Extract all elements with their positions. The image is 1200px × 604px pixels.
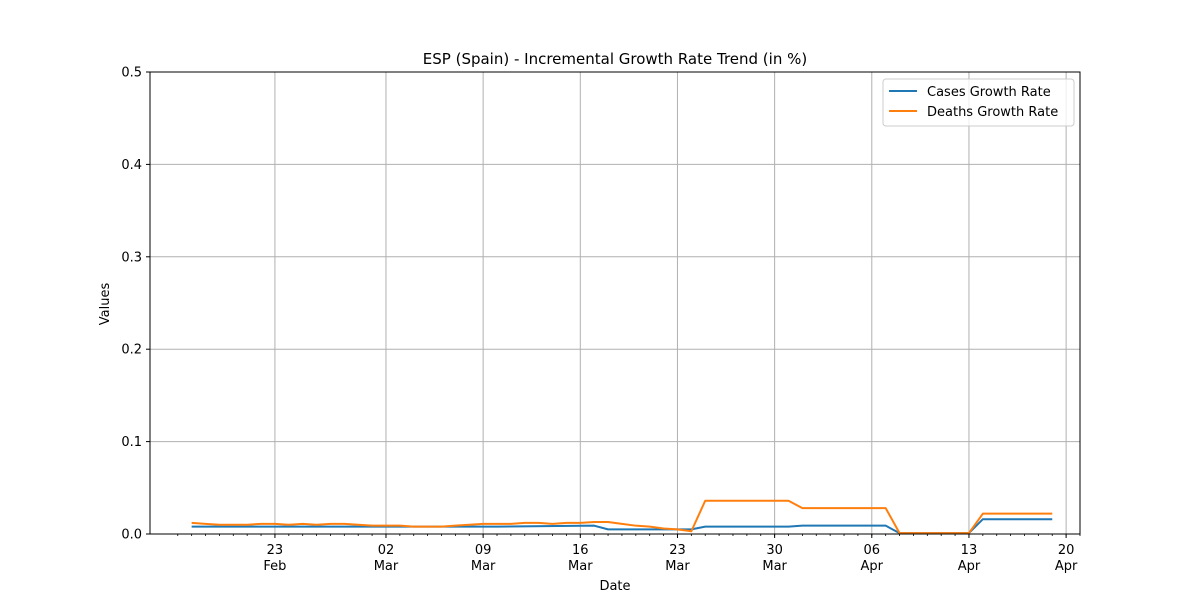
x-tick-label-day: 23 [267, 543, 284, 558]
chart-title: ESP (Spain) - Incremental Growth Rate Tr… [423, 50, 807, 68]
x-axis-label: Date [599, 579, 630, 594]
y-tick-label: 0.4 [121, 158, 142, 173]
y-tick-label: 0.2 [121, 343, 142, 358]
x-tick-label-month: Mar [374, 559, 399, 574]
x-tick-label-day: 09 [475, 543, 492, 558]
x-tick-label-month: Apr [861, 559, 884, 574]
x-tick-label-month: Apr [1055, 559, 1078, 574]
series-line-deaths-growth-rate [191, 499, 1053, 535]
plot-frame [149, 71, 1081, 535]
series-layer [191, 499, 1053, 535]
x-tick-label-month: Mar [762, 559, 787, 574]
y-tick-label: 0.1 [121, 435, 142, 450]
y-tick-label: 0.3 [121, 250, 142, 265]
x-tick-label-day: 30 [766, 543, 783, 558]
y-tick-label: 0.0 [121, 528, 142, 543]
plot-area [150, 72, 1080, 534]
x-tick-label-day: 23 [669, 543, 686, 558]
legend-label-cases: Cases Growth Rate [927, 85, 1051, 100]
x-tick-label-day: 06 [864, 543, 881, 558]
y-axis: 0.0 0.1 0.2 0.3 0.4 0.5 [121, 66, 150, 543]
x-tick-label-month: Mar [471, 559, 496, 574]
x-tick-label-month: Feb [263, 559, 286, 574]
x-tick-label-month: Apr [958, 559, 981, 574]
x-tick-label-day: 13 [961, 543, 978, 558]
x-tick-label-day: 02 [378, 543, 395, 558]
y-axis-label: Values [98, 283, 113, 326]
grid-lines [150, 71, 1080, 535]
y-tick-label: 0.5 [121, 66, 142, 81]
legend-label-deaths: Deaths Growth Rate [927, 105, 1058, 120]
x-tick-label-day: 16 [572, 543, 589, 558]
legend-box [882, 78, 1075, 127]
x-tick-label-month: Mar [568, 559, 593, 574]
x-tick-label-day: 20 [1058, 543, 1075, 558]
legend: Cases Growth Rate Deaths Growth Rate [882, 78, 1075, 127]
x-axis: 23Feb02Mar09Mar16Mar23Mar30Mar06Apr13Apr… [177, 534, 1081, 574]
x-tick-label-month: Mar [665, 559, 690, 574]
